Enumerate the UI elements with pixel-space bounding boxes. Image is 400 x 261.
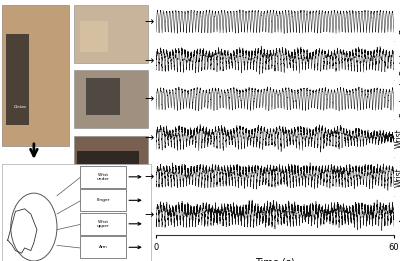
Bar — [80, 21, 108, 52]
Text: →: → — [144, 94, 154, 104]
Bar — [2, 5, 69, 146]
Text: →: → — [144, 133, 154, 143]
Text: →: → — [144, 172, 154, 182]
Text: Wrist
upper: Wrist upper — [97, 220, 110, 228]
Text: →: → — [144, 56, 154, 66]
Bar — [77, 151, 138, 172]
Text: Arm: Arm — [99, 245, 108, 249]
X-axis label: Time (s): Time (s) — [255, 257, 295, 261]
Text: Wrist
under: Wrist under — [97, 173, 110, 181]
Bar — [74, 136, 148, 193]
Bar — [80, 189, 126, 211]
Bar — [74, 70, 148, 128]
Text: Finger: Finger — [96, 198, 110, 202]
Text: Wrist
under: Wrist under — [394, 127, 400, 149]
Text: Wrist
upper: Wrist upper — [394, 165, 400, 188]
Bar — [80, 166, 126, 188]
Bar — [86, 78, 120, 115]
Bar — [74, 5, 148, 63]
Text: →: → — [144, 211, 154, 221]
Bar — [80, 236, 126, 258]
Bar — [2, 5, 69, 146]
Text: Cintas: Cintas — [14, 105, 26, 109]
Bar — [6, 34, 29, 125]
Bar — [80, 213, 126, 235]
Text: →: → — [144, 17, 154, 27]
Bar — [2, 164, 151, 261]
